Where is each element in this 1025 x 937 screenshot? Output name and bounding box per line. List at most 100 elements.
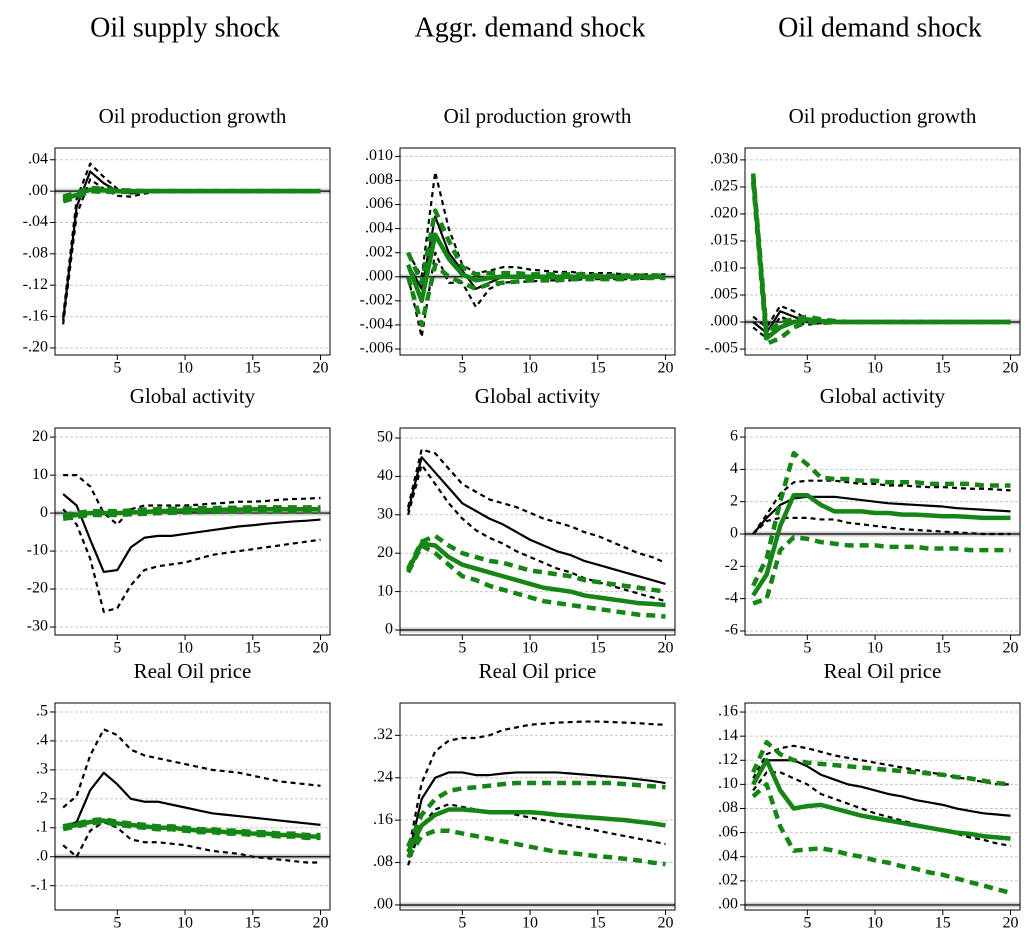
- y-tick-label: .04: [718, 847, 738, 864]
- series-line: [62, 818, 321, 839]
- y-tick-label: .000: [710, 313, 738, 330]
- panel: Oil production growth .030 .025 .020 .015 .01…: [705, 104, 1021, 377]
- x-tick-label: 5: [458, 915, 466, 932]
- series-line: [62, 188, 321, 204]
- y-tick-label: .02: [718, 871, 738, 888]
- series-line: [406, 543, 666, 619]
- series-line: [750, 173, 1011, 336]
- y-tick-label: 10: [32, 466, 48, 483]
- x-tick-label: 20: [658, 360, 674, 377]
- x-tick-label: 20: [313, 360, 329, 377]
- series-line: [62, 728, 321, 809]
- y-tick-label: .006: [365, 195, 393, 212]
- plot-frame: [399, 427, 676, 636]
- x-tick-label: 10: [867, 360, 883, 377]
- series-line: [751, 739, 1011, 787]
- x-tick-label: 15: [590, 360, 606, 377]
- y-tick-label: 30: [377, 505, 393, 522]
- y-tick-label: .1: [36, 818, 48, 835]
- series-line: [62, 493, 321, 574]
- x-tick-label: 20: [1003, 360, 1019, 377]
- x-tick-label: 10: [177, 640, 193, 657]
- plot-frame: [744, 147, 1021, 356]
- y-tick-label: -30: [27, 618, 48, 635]
- x-tick-label: 5: [113, 360, 121, 377]
- y-tick-label: -.1: [31, 876, 48, 893]
- panel: Global activity 50 40 30 20 10 0 5 10 15 20: [377, 384, 676, 657]
- plot-frame: [399, 702, 676, 911]
- series-line: [406, 541, 666, 608]
- panel: Real Oil price .5 .4 .3 .2 .1 .0 -.1 5 10 15 20: [31, 659, 331, 932]
- x-tick-label: 15: [245, 360, 261, 377]
- plot-frame: [54, 702, 331, 911]
- y-tick-label: -.08: [23, 245, 48, 262]
- y-tick-label: -.16: [23, 307, 48, 324]
- x-tick-label: 5: [113, 915, 121, 932]
- x-tick-label: 15: [590, 640, 606, 657]
- y-tick-label: 0: [385, 621, 393, 638]
- column-title: Oil supply shock: [90, 12, 280, 43]
- y-tick-label: .4: [36, 732, 48, 749]
- series-line: [407, 456, 666, 585]
- y-tick-label: .020: [710, 205, 738, 222]
- panel: Oil production growth .010 .008 .006 .004 .00…: [360, 104, 676, 377]
- panel-title: Oil production growth: [444, 104, 632, 128]
- y-tick-label: .16: [718, 703, 738, 720]
- y-tick-label: .000: [365, 267, 393, 284]
- x-tick-label: 5: [113, 640, 121, 657]
- y-tick-label: .002: [365, 243, 393, 260]
- series-line: [407, 803, 666, 866]
- series-line: [406, 208, 666, 286]
- x-tick-label: 5: [458, 640, 466, 657]
- series-line: [750, 181, 1011, 346]
- series-line: [751, 758, 1011, 841]
- series-line: [751, 492, 1011, 597]
- y-tick-label: .16: [373, 811, 393, 828]
- y-tick-label: -.04: [23, 213, 48, 230]
- y-tick-label: .010: [710, 259, 738, 276]
- y-tick-label: .08: [718, 799, 738, 816]
- x-tick-label: 10: [177, 915, 193, 932]
- y-tick-label: -.006: [360, 340, 393, 357]
- panel-title: Real Oil price: [824, 659, 942, 683]
- y-tick-label: .008: [365, 171, 393, 188]
- x-tick-label: 5: [458, 360, 466, 377]
- panel-title: Global activity: [130, 384, 256, 408]
- series-line: [406, 780, 666, 848]
- y-tick-label: 50: [377, 429, 393, 446]
- x-tick-label: 15: [245, 640, 261, 657]
- x-tick-label: 15: [935, 360, 951, 377]
- y-tick-label: .005: [710, 286, 738, 303]
- panel-title: Real Oil price: [134, 659, 252, 683]
- x-tick-label: 10: [867, 915, 883, 932]
- series-line: [751, 782, 1012, 896]
- panel: Oil production growth .04 .00 -.04 -.08 -.12 -…: [23, 104, 331, 377]
- plot-frame: [744, 427, 1021, 636]
- series-line: [406, 533, 666, 594]
- y-tick-label: -.20: [23, 339, 48, 356]
- series-line: [406, 807, 666, 853]
- y-tick-label: 4: [730, 460, 738, 477]
- series-line: [406, 828, 666, 867]
- plot-frame: [744, 702, 1021, 911]
- x-tick-label: 15: [935, 640, 951, 657]
- panel-title: Global activity: [820, 384, 946, 408]
- y-tick-label: -6: [725, 622, 738, 639]
- series-line: [62, 508, 321, 522]
- y-tick-label: .5: [36, 703, 48, 720]
- panel: Real Oil price .32 .24 .16 .08 .00 5 10 15 20: [373, 659, 676, 932]
- plot-frame: [54, 147, 331, 356]
- series-line: [752, 744, 1011, 786]
- y-tick-label: 10: [377, 582, 393, 599]
- x-tick-label: 10: [522, 360, 538, 377]
- y-tick-label: .06: [718, 823, 738, 840]
- y-tick-label: -.002: [360, 292, 393, 309]
- y-tick-label: .0: [36, 847, 48, 864]
- series-line: [62, 170, 321, 321]
- y-tick-label: .00: [718, 896, 738, 913]
- y-tick-label: .32: [373, 726, 393, 743]
- y-tick-label: .004: [365, 219, 393, 236]
- x-tick-label: 15: [590, 915, 606, 932]
- series-line: [62, 178, 321, 325]
